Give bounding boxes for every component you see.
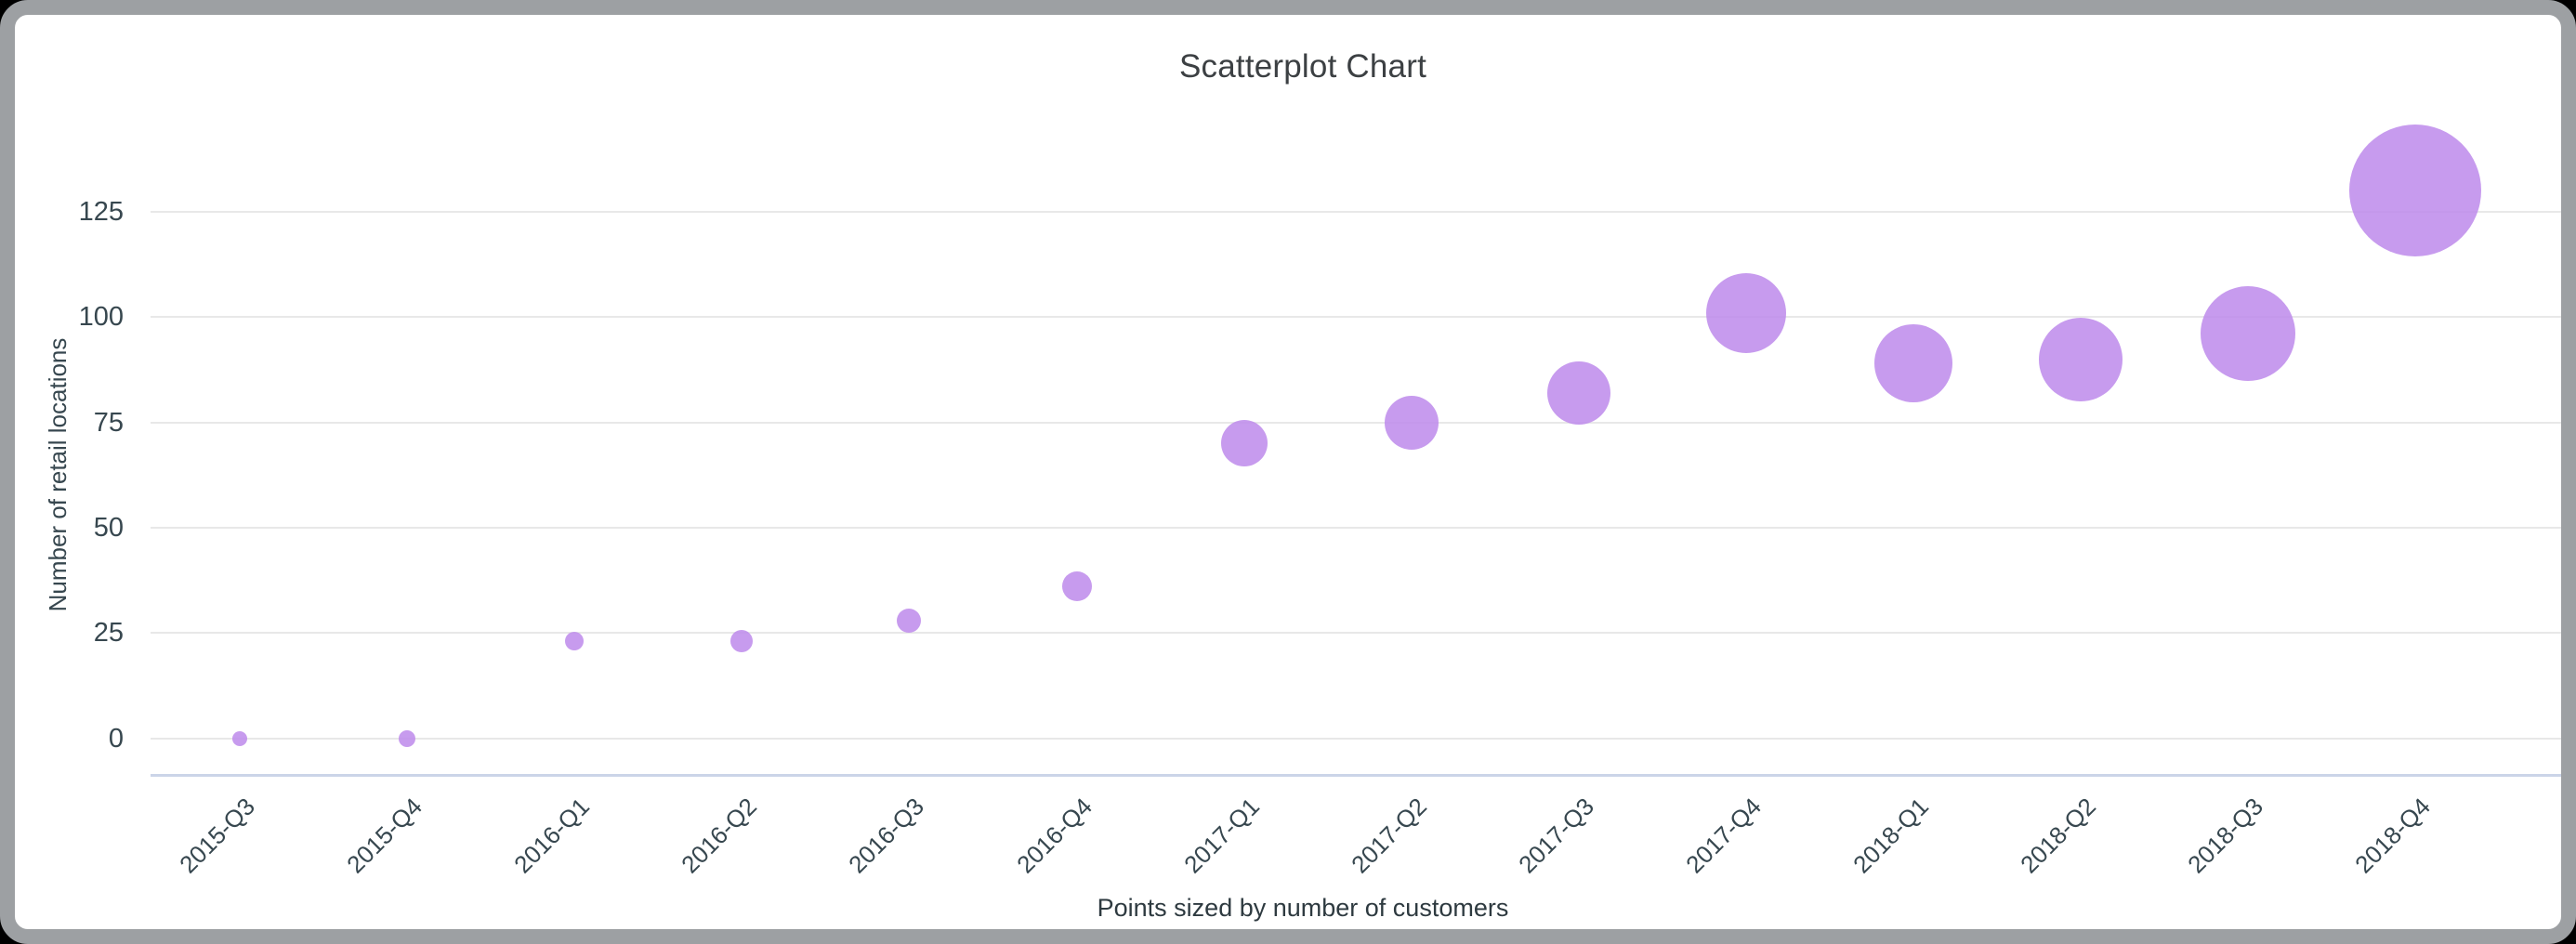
- chart-title: Scatterplot Chart: [1178, 48, 1427, 85]
- data-point-2016-Q1: [565, 632, 585, 651]
- y-tick-label: 25: [93, 618, 124, 649]
- gridline-y-0: [151, 737, 2561, 740]
- data-point-2017-Q1: [1220, 420, 1268, 467]
- data-point-2017-Q4: [1705, 272, 1786, 353]
- gridline-y-25: [151, 632, 2561, 635]
- gridline-y-75: [151, 421, 2561, 424]
- gridline-y-50: [151, 526, 2561, 529]
- data-point-2016-Q3: [897, 608, 922, 633]
- y-tick-label: 100: [78, 302, 124, 333]
- y-tick-label: 0: [108, 723, 124, 754]
- data-point-2017-Q2: [1384, 395, 1439, 450]
- y-tick-label: 50: [93, 512, 124, 543]
- y-axis-title: Number of retail locations: [44, 337, 72, 612]
- y-tick-label: 75: [93, 407, 124, 438]
- y-tick-label: 125: [78, 196, 124, 227]
- data-point-2015-Q4: [399, 729, 416, 747]
- gridline-y-100: [151, 316, 2561, 319]
- gridline-y-125: [151, 210, 2561, 213]
- data-point-2018-Q2: [2039, 317, 2123, 401]
- data-point-2016-Q4: [1061, 571, 1092, 602]
- data-point-2017-Q3: [1546, 361, 1610, 425]
- x-axis-caption: Points sized by number of customers: [1097, 894, 1509, 922]
- data-point-2018-Q1: [1874, 324, 1952, 403]
- data-point-2015-Q3: [232, 730, 247, 746]
- data-point-2018-Q4: [2349, 125, 2482, 257]
- data-point-2016-Q2: [730, 630, 754, 653]
- data-point-2018-Q3: [2201, 286, 2296, 382]
- plot-area: Number of retail locations 0 25 50 75 100 125…: [15, 15, 2561, 929]
- x-axis-line: [151, 774, 2561, 777]
